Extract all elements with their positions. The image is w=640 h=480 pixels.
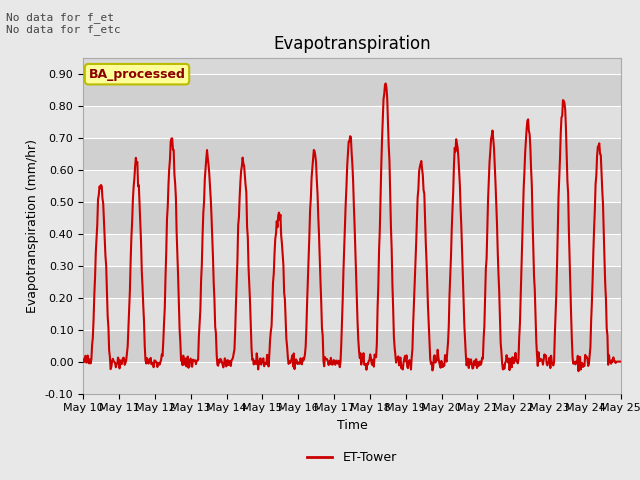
Text: No data for f_et
No data for f_etc: No data for f_et No data for f_etc (6, 12, 121, 36)
Bar (83, 265, 621, 298)
Bar (83, 106, 621, 138)
Bar (83, 330, 621, 361)
Y-axis label: Evapotranspiration (mm/hr): Evapotranspiration (mm/hr) (26, 139, 39, 312)
Bar (83, 138, 621, 169)
Bar (83, 73, 621, 106)
Bar (83, 298, 621, 330)
Text: BA_processed: BA_processed (88, 68, 186, 81)
Bar (83, 202, 621, 234)
Bar (83, 361, 621, 394)
Legend: ET-Tower: ET-Tower (302, 446, 402, 469)
Bar (83, 234, 621, 265)
X-axis label: Time: Time (337, 419, 367, 432)
Bar (83, 169, 621, 202)
Title: Evapotranspiration: Evapotranspiration (273, 35, 431, 53)
